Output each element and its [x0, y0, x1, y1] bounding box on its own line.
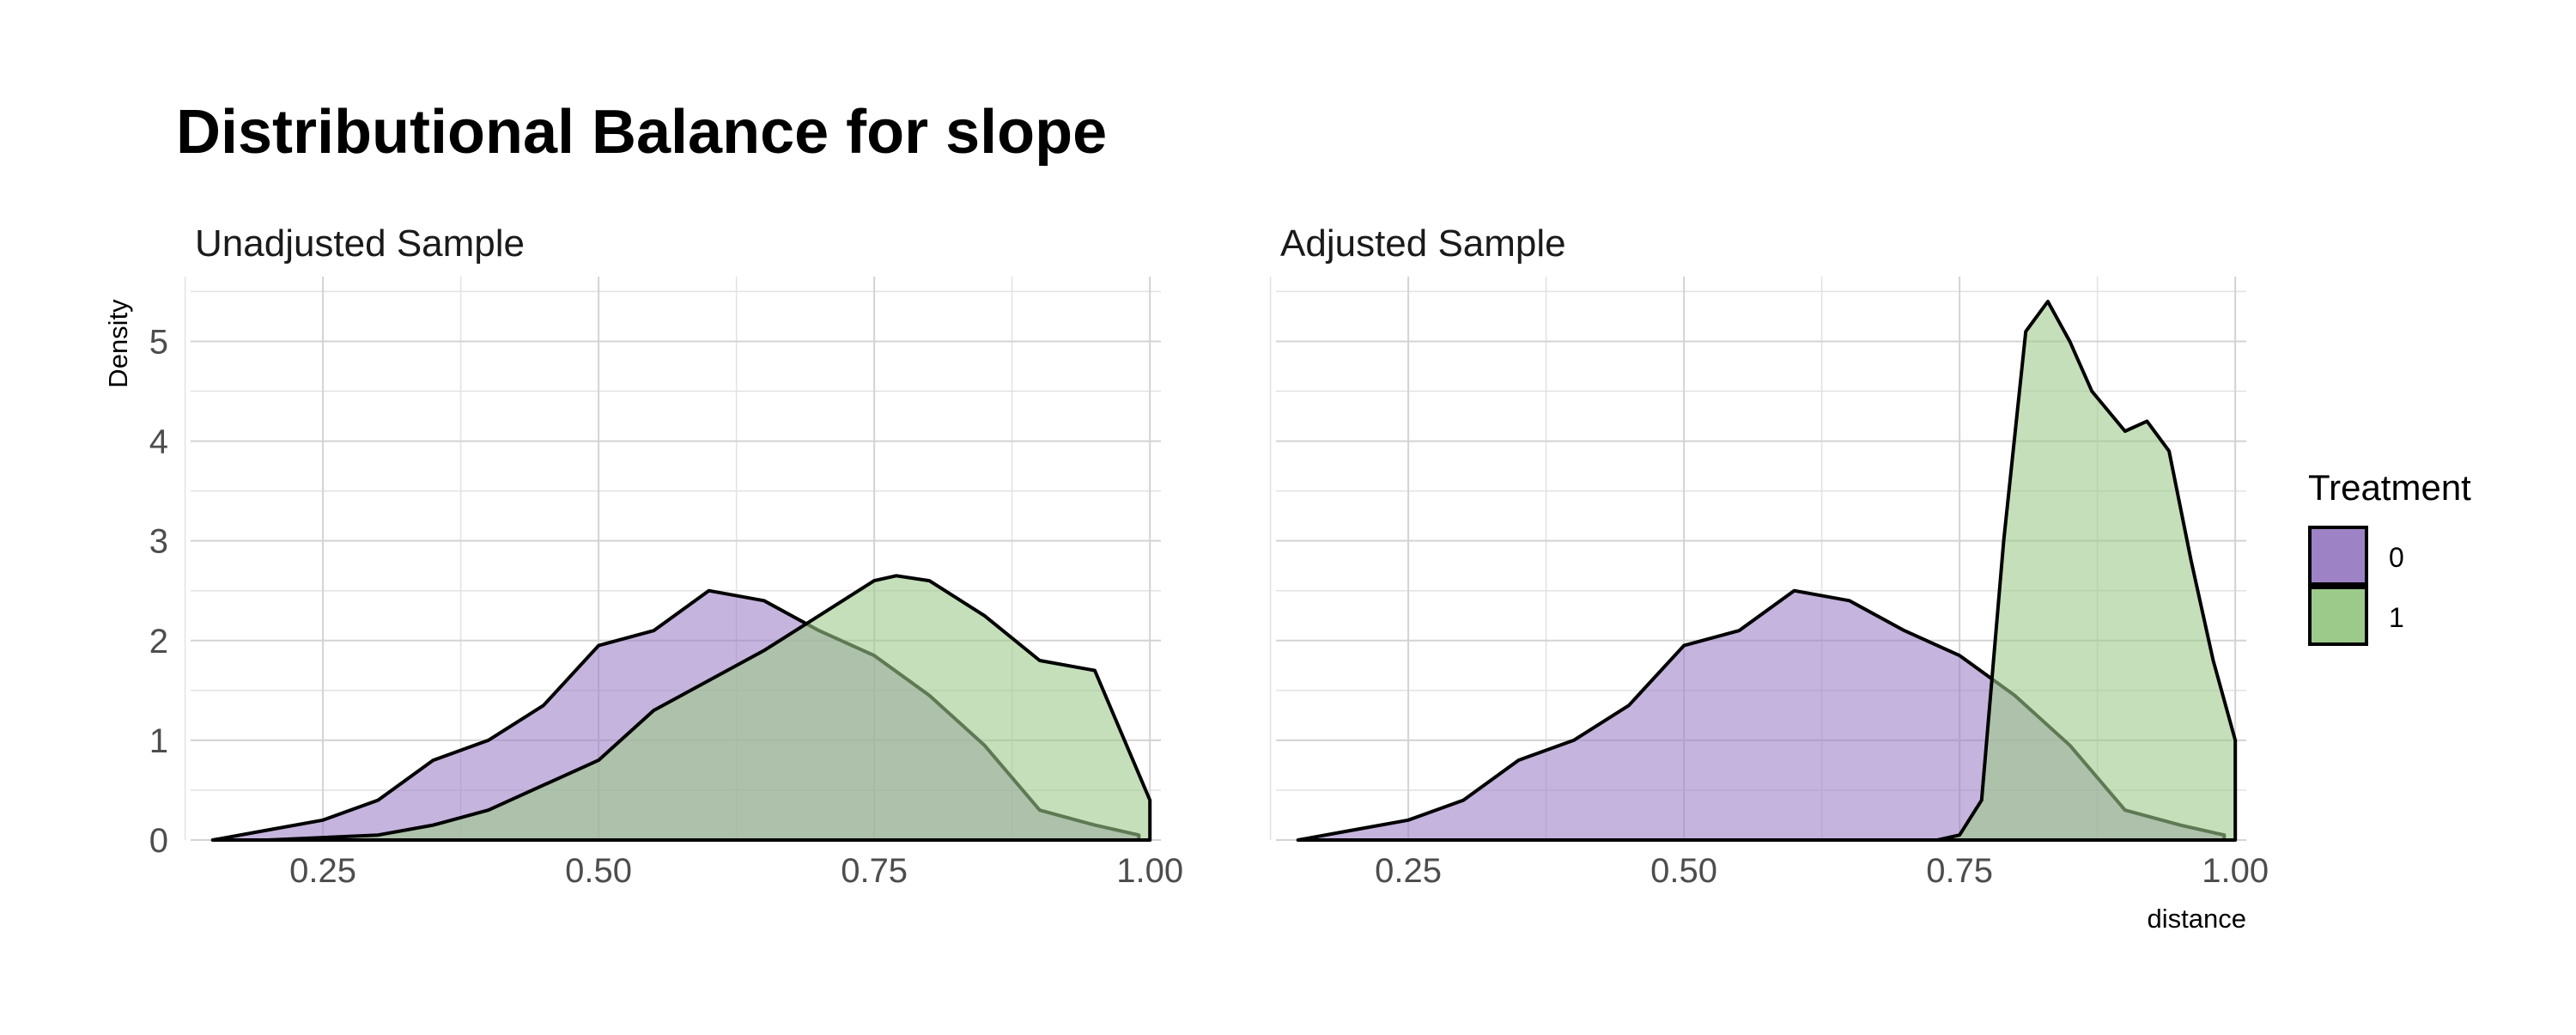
panel-2: Adjusted Sample 0.25 0.50 0.75 1.00 distance [1269, 222, 2269, 934]
y-tick-label: 3 [149, 523, 168, 561]
chart-title: Distributional Balance for slope [176, 98, 1107, 167]
legend-swatch-0 [2308, 526, 2368, 586]
x-tick-label: 1.00 [2202, 852, 2269, 890]
x-tick-label: 0.75 [841, 852, 908, 890]
y-tick-label: 1 [149, 722, 168, 760]
legend: Treatment 0 1 [2308, 467, 2471, 646]
x-tick-label: 1.00 [1116, 852, 1183, 890]
y-tick-label: 0 [149, 822, 168, 860]
density-area-1 [265, 574, 1152, 842]
x-axis-title: distance [2148, 904, 2246, 934]
facet-title: Unadjusted Sample [195, 222, 525, 265]
panel-1: Unadjusted Sample 0.25 0.50 0.75 1.00 0 1 2 3 4 5D… [103, 222, 1183, 890]
y-tick-label: 4 [149, 423, 168, 461]
density-area-1 [1935, 300, 2238, 842]
x-tick-label: 0.50 [1650, 852, 1717, 890]
facet-title: Adjusted Sample [1280, 222, 1566, 265]
legend-swatch-1 [2308, 586, 2368, 646]
y-tick-label: 5 [149, 323, 168, 361]
x-tick-label: 0.25 [1375, 852, 1442, 890]
x-tick-label: 0.75 [1926, 852, 1993, 890]
x-tick-label: 0.25 [289, 852, 356, 890]
y-axis-title: Density [103, 299, 133, 388]
legend-label-1: 1 [2389, 602, 2404, 633]
legend-label-0: 0 [2389, 542, 2404, 573]
x-tick-label: 0.50 [565, 852, 632, 890]
y-tick-label: 2 [149, 623, 168, 661]
legend-title: Treatment [2308, 467, 2471, 508]
